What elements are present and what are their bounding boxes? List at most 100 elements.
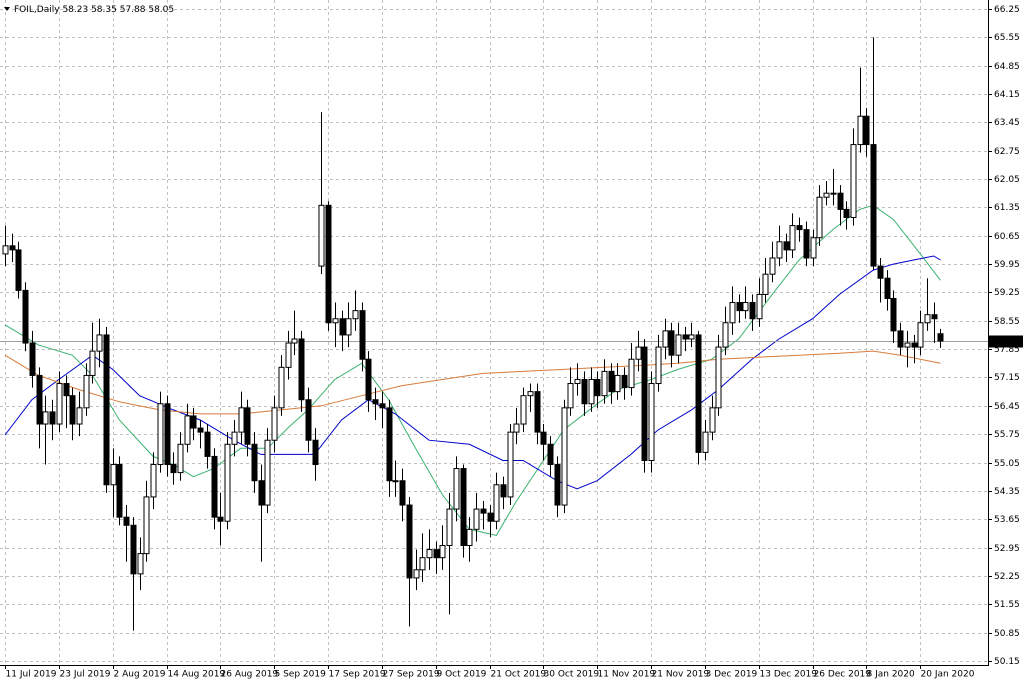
candle-body <box>480 508 487 514</box>
candle-body <box>258 480 265 506</box>
candle-body <box>190 415 197 429</box>
header-high: 58.35 <box>91 5 117 15</box>
y-tick-label: 62.05 <box>994 175 1020 185</box>
y-tick-label: 65.55 <box>994 33 1020 43</box>
header-open: 58.23 <box>62 5 88 15</box>
candle-body <box>547 443 554 466</box>
candle-body <box>628 358 635 389</box>
y-tick-label: 62.75 <box>994 147 1020 157</box>
candle-body <box>291 338 298 344</box>
candle-body <box>318 204 325 267</box>
candle-body <box>298 338 305 401</box>
y-tick-label: 53.65 <box>994 515 1020 525</box>
y-tick-label: 57.85 <box>994 345 1020 355</box>
current-price-box <box>989 335 1023 348</box>
candle-body <box>244 407 251 445</box>
candle-body <box>352 310 359 320</box>
candle-body <box>433 549 440 559</box>
y-tick-label: 55.75 <box>994 430 1020 440</box>
candle-body <box>305 399 312 441</box>
candles <box>2 37 944 631</box>
candle-body <box>251 443 258 482</box>
candle-body <box>520 395 527 425</box>
candle-body <box>513 423 520 433</box>
candle-body <box>830 192 837 195</box>
y-tick-label: 56.45 <box>994 402 1020 412</box>
x-tick-label: 9 Oct 2019 <box>437 670 487 680</box>
candle-body <box>184 415 191 445</box>
y-tick-label: 52.95 <box>994 544 1020 554</box>
candle-body <box>238 407 245 433</box>
x-tick-label: 2 Aug 2019 <box>114 670 166 680</box>
candle-body <box>931 314 938 320</box>
candle-body <box>695 334 702 453</box>
x-tick-label: 27 Sep 2019 <box>383 670 440 680</box>
candle-body <box>662 330 669 348</box>
candle-body <box>2 245 9 255</box>
candle-body <box>419 557 426 571</box>
menu-icon <box>4 7 10 11</box>
candle-body <box>890 297 897 332</box>
current-price-label: 58.05 <box>992 337 1018 347</box>
candle-body <box>278 366 285 409</box>
candle-body <box>870 144 877 267</box>
candle-body <box>170 464 177 474</box>
candle-body <box>137 553 144 575</box>
candle-body <box>715 346 722 409</box>
y-tick-label: 64.15 <box>994 90 1020 100</box>
x-tick-label: 30 Oct 2019 <box>544 670 600 680</box>
candle-body <box>197 427 204 433</box>
candle-body <box>863 115 870 146</box>
x-tick-label: 21 Nov 2019 <box>652 670 710 680</box>
candle-body <box>675 334 682 356</box>
candle-body <box>783 241 790 251</box>
candle-body <box>655 346 662 385</box>
candle-body <box>487 512 494 522</box>
candle-body <box>668 330 675 356</box>
x-tick-label: 17 Sep 2019 <box>329 670 386 680</box>
candle-body <box>567 383 574 409</box>
y-tick-label: 66.25 <box>994 5 1020 15</box>
candle-body <box>722 322 729 348</box>
candle-body <box>143 496 150 555</box>
candle-body <box>22 289 29 344</box>
candle-body <box>392 480 399 483</box>
candle-body <box>123 516 130 526</box>
y-tick-label: 59.95 <box>994 260 1020 270</box>
candle-body <box>103 334 110 486</box>
candle-body <box>439 545 446 559</box>
x-tick-label: 13 Dec 2019 <box>760 670 818 680</box>
x-tick-label: 14 Aug 2019 <box>168 670 226 680</box>
candle-body <box>63 383 70 397</box>
candle-body <box>386 407 393 482</box>
candle-body <box>345 318 352 336</box>
candle-body <box>426 549 433 559</box>
chart-header: FOIL,Daily 58.23 58.35 57.88 58.05 <box>14 5 174 15</box>
x-tick-label: 8 Jan 2020 <box>867 670 915 680</box>
candle-body <box>810 237 817 259</box>
x-tick-label: 23 Jul 2019 <box>60 670 111 680</box>
candle-body <box>837 192 844 210</box>
candle-body <box>588 378 595 405</box>
candle-body <box>937 333 944 342</box>
candle-body <box>36 374 43 425</box>
candle-body <box>164 403 171 466</box>
candle-body <box>332 318 339 324</box>
candle-body <box>917 322 924 348</box>
x-tick-label: 5 Sep 2019 <box>275 670 327 680</box>
candle-body <box>574 378 581 385</box>
candle-body <box>264 439 271 506</box>
candle-body <box>177 443 184 474</box>
candle-body <box>682 334 689 340</box>
candle-body <box>9 245 16 251</box>
candle-body <box>823 192 830 198</box>
y-tick-label: 59.25 <box>994 288 1020 298</box>
candle-body <box>312 439 319 466</box>
header-low: 57.88 <box>120 5 146 15</box>
y-tick-label: 50.15 <box>994 657 1020 667</box>
candle-body <box>211 455 218 518</box>
candle-body <box>453 468 460 510</box>
x-tick-label: 21 Oct 2019 <box>491 670 547 680</box>
y-tick-label: 52.25 <box>994 572 1020 582</box>
